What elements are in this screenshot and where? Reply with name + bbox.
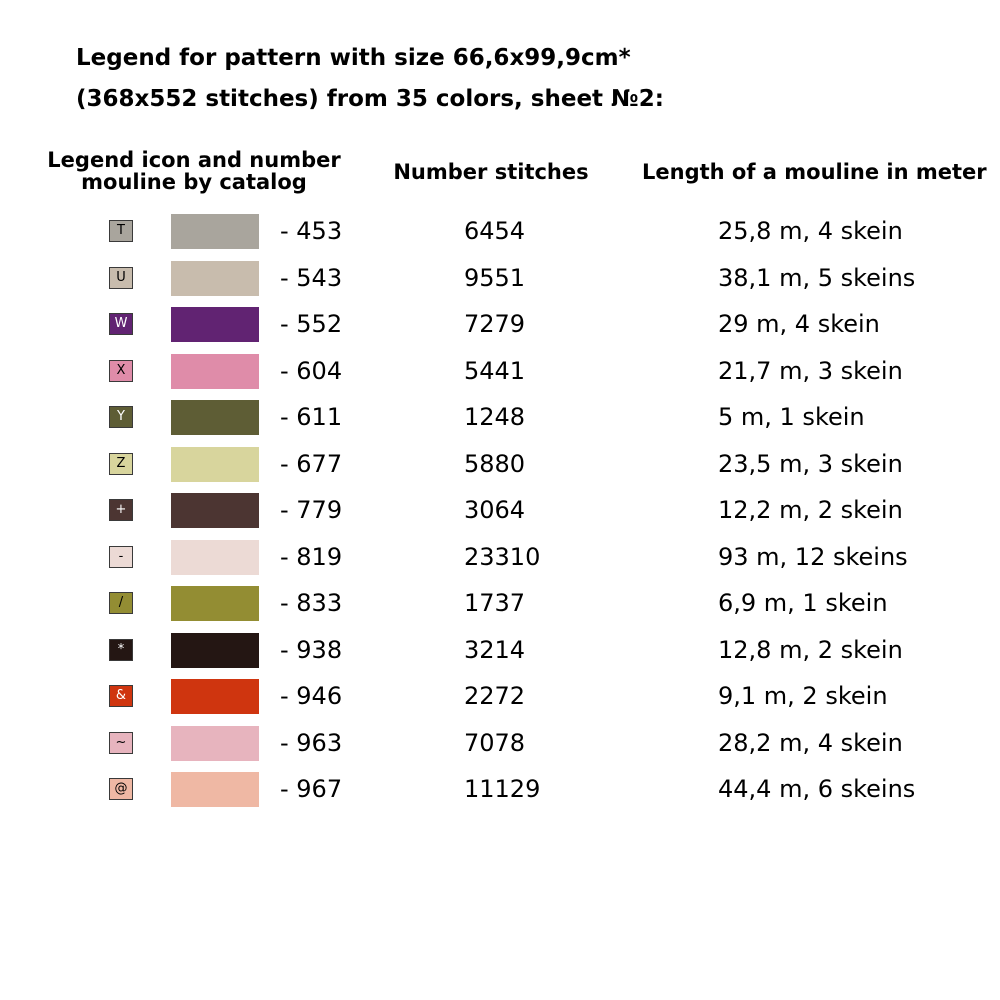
legend-row: Z - 677 5880 23,5 m, 3 skein (0, 442, 1000, 489)
color-swatch (171, 725, 259, 761)
mouline-length: 38,1 m, 5 skeins (718, 263, 916, 292)
header-legend-line-2: mouline by catalog (81, 170, 307, 194)
legend-row: Y - 611 1248 5 m, 1 skein (0, 395, 1000, 442)
symbol-icon: Y (109, 406, 133, 428)
mouline-length: 5 m, 1 skein (718, 403, 865, 431)
title-line-2: (368x552 stitches) from 35 colors, sheet… (76, 86, 664, 112)
symbol-icon: @ (109, 778, 133, 800)
legend-row: W - 552 7279 29 m, 4 skein (0, 302, 1000, 349)
stitch-count: 3214 (464, 635, 526, 664)
symbol-icon: T (109, 220, 133, 242)
color-swatch (171, 400, 259, 435)
mouline-length: 25,8 m, 4 skein (718, 217, 903, 245)
stitch-count: 3064 (464, 496, 526, 524)
stitch-count: 2272 (464, 682, 526, 710)
stitch-count: 9551 (464, 263, 526, 292)
stitch-count: 5441 (464, 356, 526, 385)
mouline-length: 28,2 m, 4 skein (718, 728, 903, 757)
symbol-icon: / (109, 592, 133, 614)
legend-row: * - 938 3214 12,8 m, 2 skein (0, 628, 1000, 675)
legend-row: - - 819 23310 93 m, 12 skeins (0, 535, 1000, 582)
mouline-length: 6,9 m, 1 skein (718, 589, 888, 617)
header-legend: Legend icon and number mouline by catalo… (34, 149, 354, 193)
legend-row: X - 604 5441 21,7 m, 3 skein (0, 349, 1000, 396)
page-title: Legend for pattern with size 66,6x99,9cm… (76, 38, 664, 120)
mouline-length: 12,8 m, 2 skein (718, 635, 903, 664)
symbol-icon: W (109, 313, 133, 335)
legend-row: @ - 967 11129 44,4 m, 6 skeins (0, 767, 1000, 814)
mouline-number: - 677 (280, 449, 343, 478)
mouline-number: - 543 (280, 263, 343, 292)
symbol-icon: & (109, 685, 133, 707)
color-swatch (171, 353, 259, 389)
stitch-count: 23310 (464, 542, 541, 571)
symbol-icon: ~ (109, 731, 133, 754)
legend-row: T - 453 6454 25,8 m, 4 skein (0, 209, 1000, 256)
stitch-count: 7078 (464, 728, 526, 757)
legend-row: U - 543 9551 38,1 m, 5 skeins (0, 256, 1000, 303)
mouline-length: 21,7 m, 3 skein (718, 356, 903, 385)
header-number-stitches: Number stitches (393, 160, 589, 184)
mouline-length: 44,4 m, 6 skeins (718, 775, 916, 803)
mouline-length: 9,1 m, 2 skein (718, 682, 888, 710)
mouline-number: - 833 (280, 589, 343, 617)
stitch-count: 1248 (464, 403, 526, 431)
mouline-number: - 779 (280, 496, 343, 524)
title-line-1: Legend for pattern with size 66,6x99,9cm… (76, 45, 631, 71)
color-swatch (171, 539, 259, 575)
header-legend-line-1: Legend icon and number (47, 148, 341, 172)
stitch-count: 5880 (464, 449, 526, 478)
color-swatch (171, 260, 259, 296)
mouline-number: - 946 (280, 682, 343, 710)
color-swatch (171, 632, 259, 668)
mouline-length: 93 m, 12 skeins (718, 542, 908, 571)
color-swatch (171, 307, 259, 342)
symbol-icon: U (109, 266, 133, 289)
symbol-icon: + (109, 499, 133, 521)
stitch-count: 7279 (464, 310, 526, 338)
stitch-count: 11129 (464, 775, 541, 803)
mouline-number: - 453 (280, 217, 343, 245)
mouline-number: - 963 (280, 728, 343, 757)
legend-row: / - 833 1737 6,9 m, 1 skein (0, 581, 1000, 628)
header-length: Length of a mouline in meter (642, 160, 987, 184)
legend-row: ~ - 963 7078 28,2 m, 4 skein (0, 721, 1000, 768)
symbol-icon: Z (109, 452, 133, 475)
mouline-number: - 604 (280, 356, 343, 385)
stitch-count: 6454 (464, 217, 526, 245)
mouline-number: - 967 (280, 775, 343, 803)
mouline-number: - 552 (280, 310, 343, 338)
mouline-length: 23,5 m, 3 skein (718, 449, 903, 478)
color-swatch (171, 679, 259, 714)
symbol-icon: - (109, 545, 133, 568)
legend-table: T - 453 6454 25,8 m, 4 skein U - 543 9551 38,1 … (0, 209, 1000, 814)
legend-row: + - 779 3064 12,2 m, 2 skein (0, 488, 1000, 535)
mouline-number: - 938 (280, 635, 343, 664)
mouline-number: - 819 (280, 542, 343, 571)
color-swatch (171, 214, 259, 249)
symbol-icon: X (109, 359, 133, 382)
color-swatch (171, 493, 259, 528)
stitch-count: 1737 (464, 589, 526, 617)
legend-row: & - 946 2272 9,1 m, 2 skein (0, 674, 1000, 721)
color-swatch (171, 772, 259, 807)
mouline-length: 29 m, 4 skein (718, 310, 880, 338)
mouline-length: 12,2 m, 2 skein (718, 496, 903, 524)
symbol-icon: * (109, 638, 133, 661)
color-swatch (171, 446, 259, 482)
color-swatch (171, 586, 259, 621)
mouline-number: - 611 (280, 403, 343, 431)
